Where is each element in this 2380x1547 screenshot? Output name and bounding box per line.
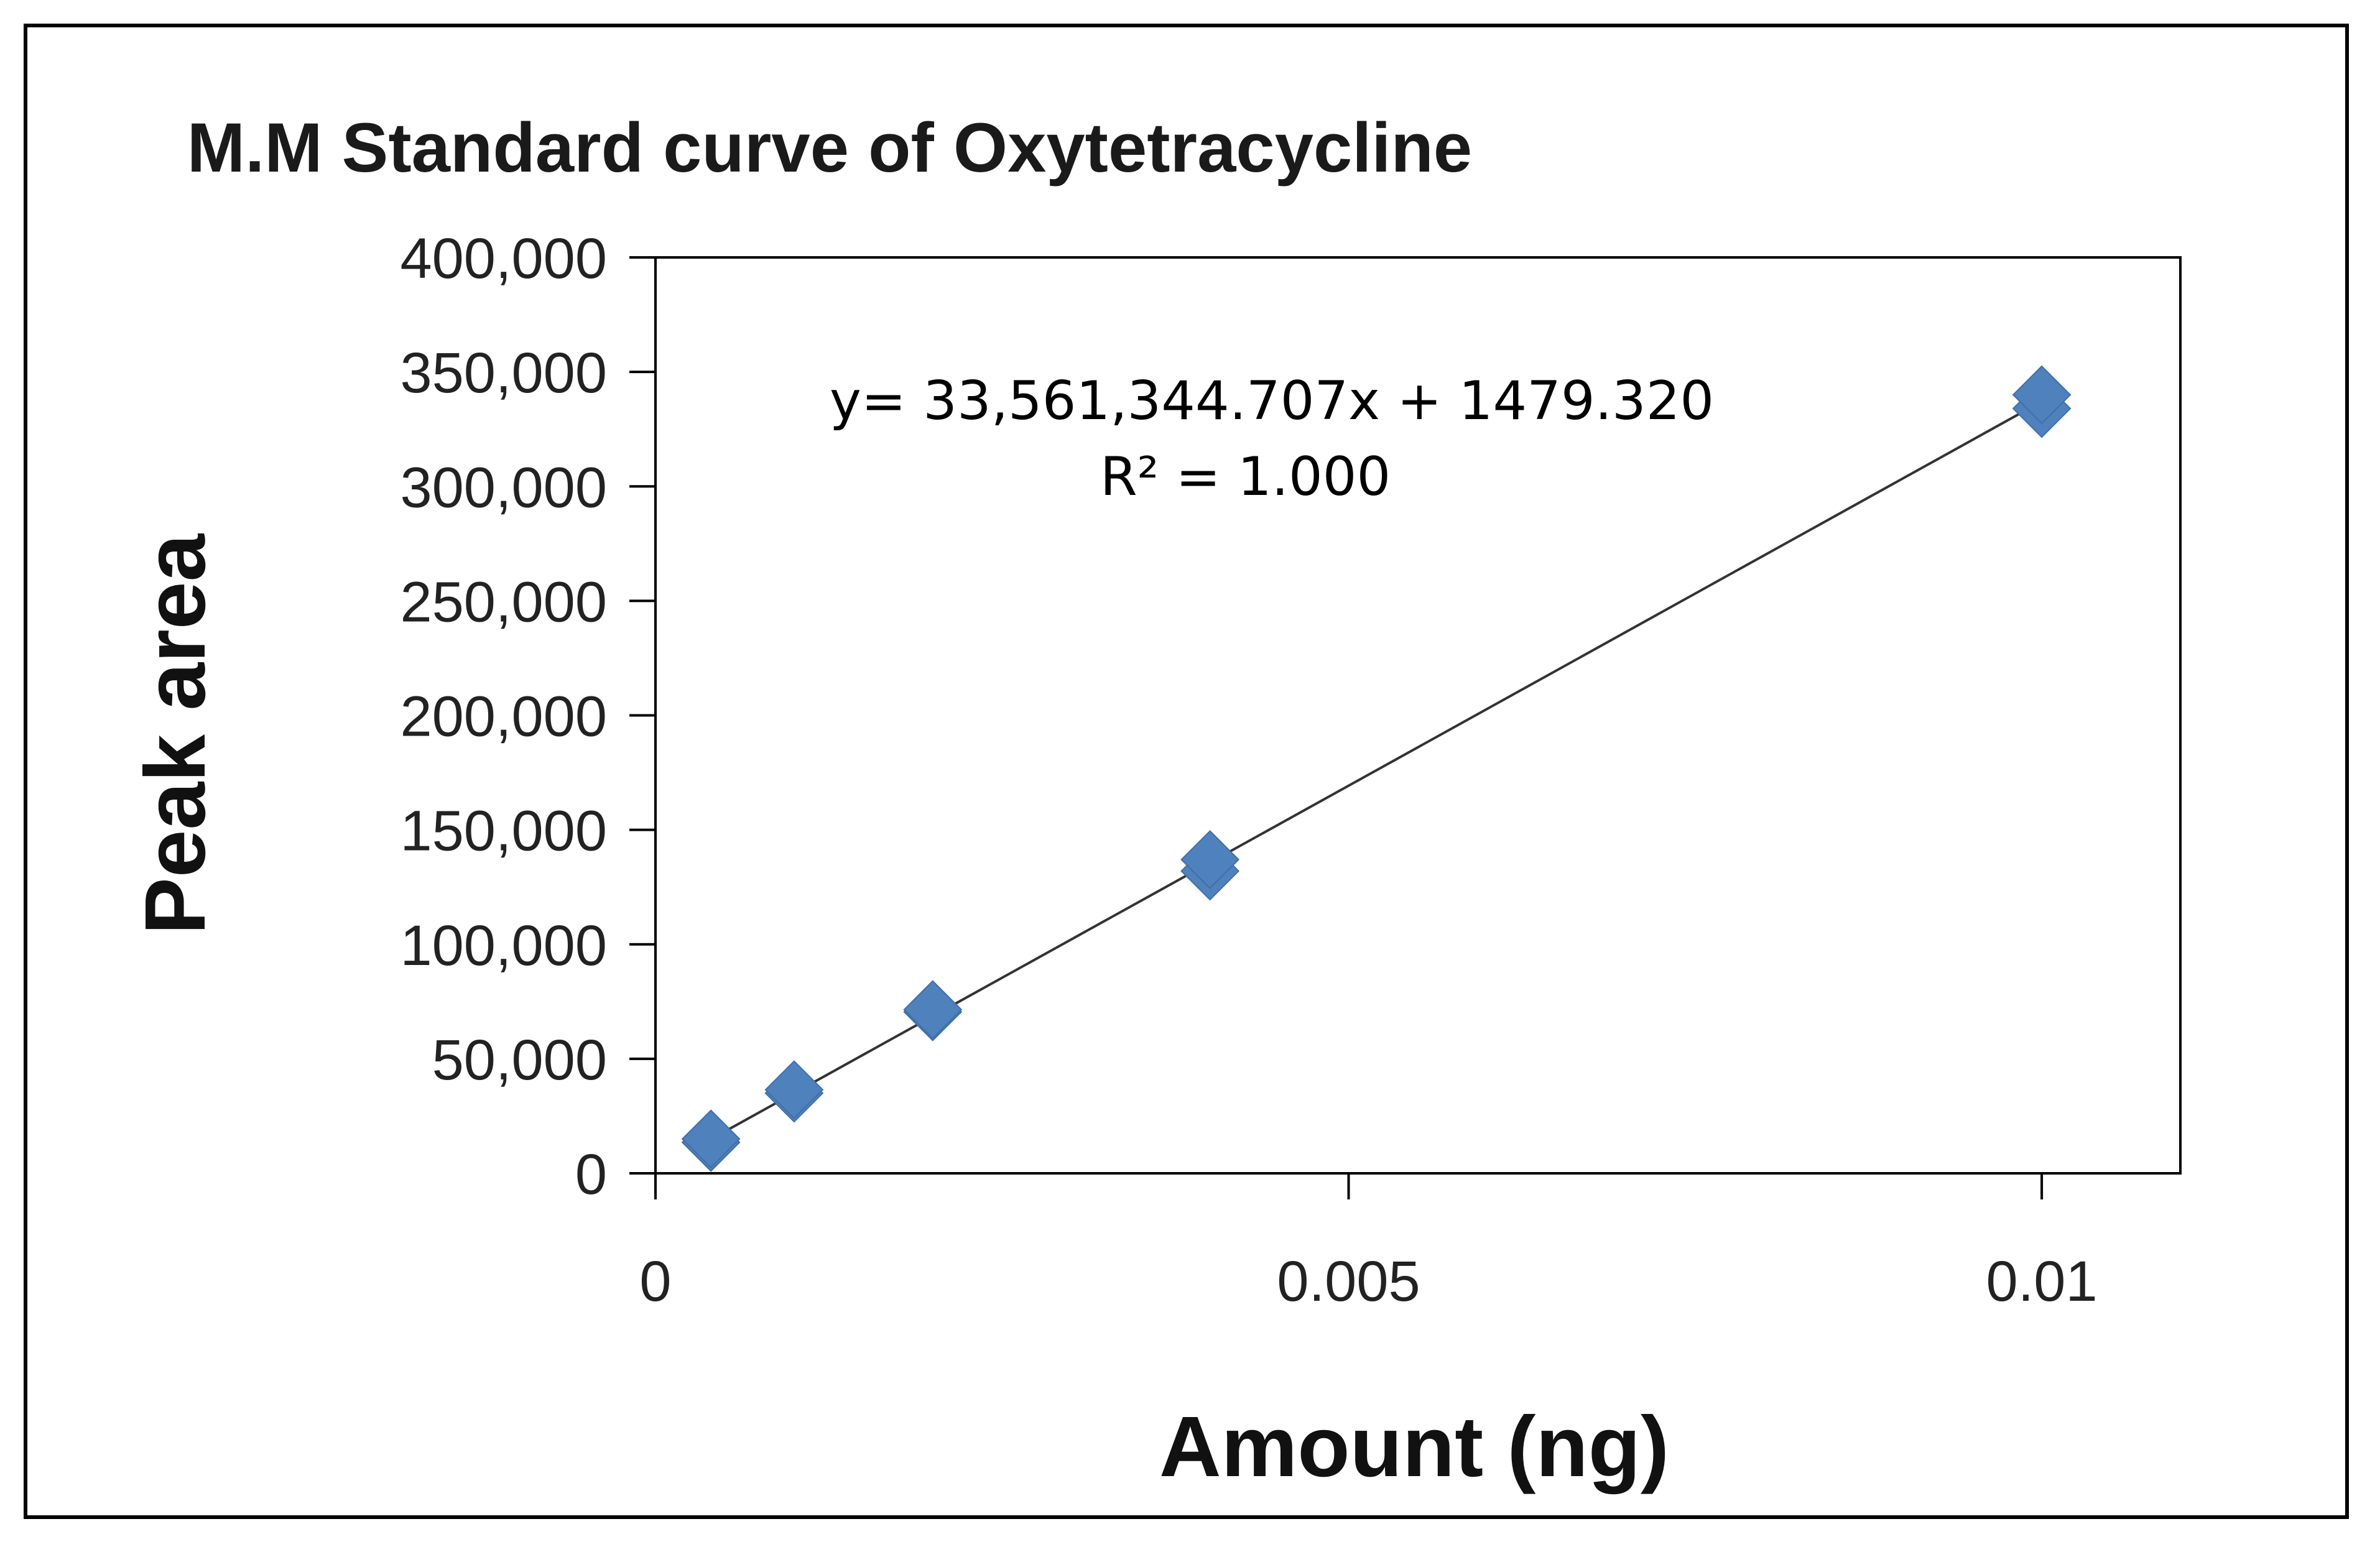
- x-tick-label: 0.01: [1986, 1250, 2098, 1313]
- chart-title: M.M Standard curve of Oxytetracycline: [187, 109, 1472, 187]
- data-point: [681, 1109, 741, 1169]
- y-tick-label: 200,000: [400, 685, 607, 749]
- y-tick-label: 350,000: [400, 341, 607, 405]
- trendline: [710, 400, 2043, 1140]
- y-tick-label: 0: [575, 1143, 607, 1206]
- y-tick-label: 150,000: [400, 800, 607, 863]
- x-tick-label: 0: [639, 1250, 671, 1313]
- data-point: [1180, 830, 1240, 889]
- y-tick-label: 100,000: [400, 914, 607, 977]
- trendline-equation: y= 33,561,344.707x + 1479.320: [830, 370, 1714, 432]
- chart-frame: M.M Standard curve of Oxytetracycline Pe…: [24, 24, 2349, 1519]
- y-axis-title: Peak area: [127, 533, 223, 935]
- chart-svg: M.M Standard curve of Oxytetracycline Pe…: [127, 109, 2182, 1495]
- y-tick-label: 300,000: [400, 456, 607, 519]
- data-point: [764, 1060, 824, 1120]
- plot-layer: 0 50,000 100,000 150,000 200,000 250,000 300,0…: [400, 227, 2182, 1313]
- data-point: [903, 980, 963, 1040]
- x-axis-title: Amount (ng): [1159, 1399, 1669, 1495]
- x-tick-label: 0.005: [1277, 1250, 1420, 1313]
- y-tick-label: 250,000: [400, 570, 607, 634]
- y-tick-label: 50,000: [432, 1028, 607, 1092]
- trendline-r-squared: R² = 1.000: [1100, 446, 1391, 508]
- y-tick-label: 400,000: [400, 227, 607, 290]
- data-point: [2012, 365, 2072, 425]
